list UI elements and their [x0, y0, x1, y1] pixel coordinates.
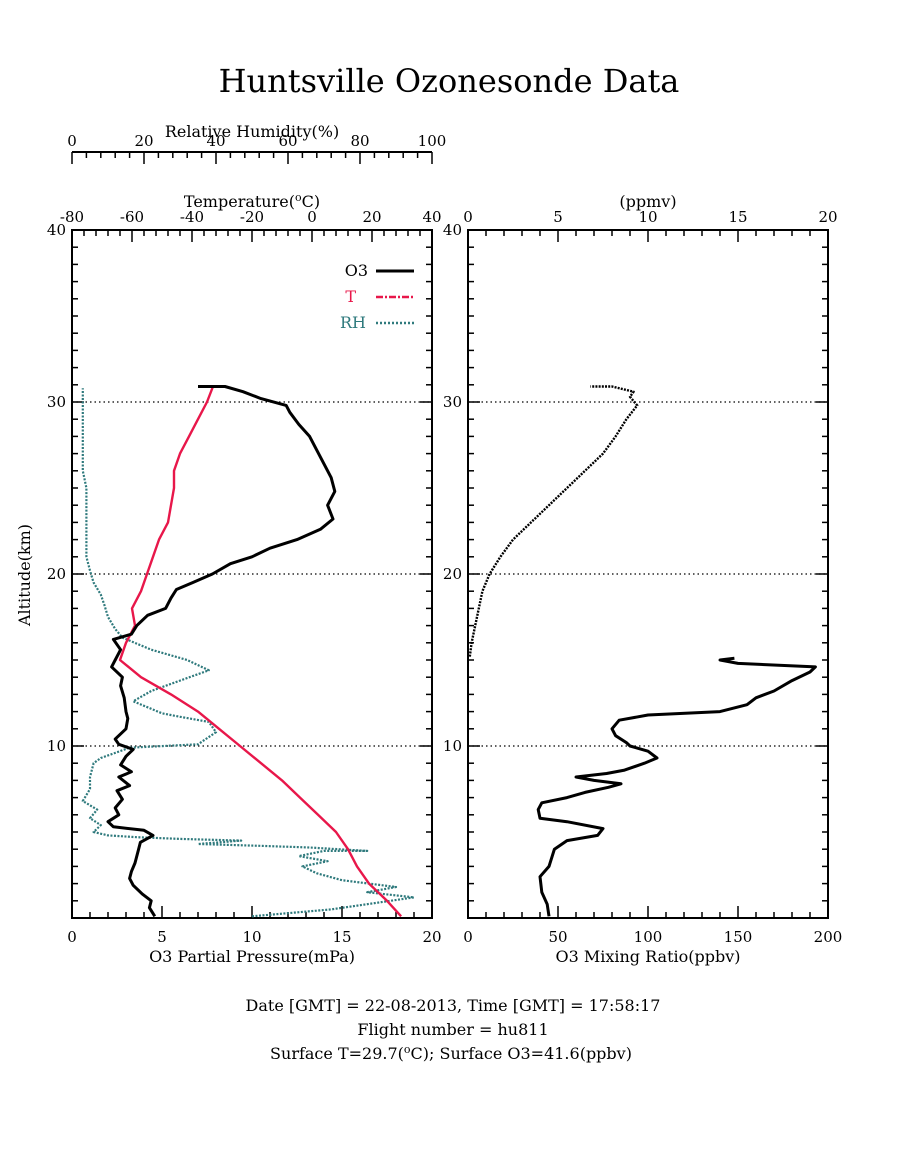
ppmv-axis-label: (ppmv) [619, 192, 676, 211]
temperature-axis-tick-label: 0 [307, 208, 317, 226]
temperature-axis-tick-label: -80 [60, 208, 84, 226]
rh-axis-tick-label: 20 [134, 132, 153, 150]
temperature-axis-tick-label: 40 [422, 208, 441, 226]
o3-mixing-ratio-ppmv-line [468, 385, 639, 657]
o3-partial-pressure-axis-label: O3 Partial Pressure(mPa) [149, 947, 355, 966]
temperature-axis-tick-label: -40 [180, 208, 204, 226]
rh-profile-line [81, 388, 416, 918]
altitude-tick-label: 30 [443, 393, 462, 411]
altitude-tick-label: 10 [47, 737, 66, 755]
rh-axis-tick-label: 100 [418, 132, 447, 150]
o3-pressure-axis-tick-label: 20 [422, 928, 441, 946]
altitude-axis-label: Altitude(km) [15, 524, 34, 627]
ppbv-axis-tick-label: 50 [548, 928, 567, 946]
altitude-tick-label: 40 [443, 221, 462, 239]
left-series [81, 385, 416, 918]
footer: Date [GMT] = 22-08-2013, Time [GMT] = 17… [246, 996, 661, 1063]
o3-partial-pressure-line [106, 385, 337, 918]
rh-axis-tick-label: 0 [67, 132, 77, 150]
ppbv-axis-tick-label: 100 [634, 928, 663, 946]
ppmv-axis-tick-label: 0 [463, 208, 473, 226]
rh-axis-ticks: 0 20 40 60 80 100 [67, 132, 446, 164]
o3-mixing-ratio-axis-label: O3 Mixing Ratio(ppbv) [555, 947, 740, 966]
temperature-axis-tick-label: -60 [120, 208, 144, 226]
chart-title: Huntsville Ozonesonde Data [219, 62, 680, 100]
legend-rh-label: RH [340, 313, 366, 332]
rh-axis-tick-label: 60 [278, 132, 297, 150]
ppmv-axis-tick-label: 20 [818, 208, 837, 226]
temperature-axis-tick-label: 20 [362, 208, 381, 226]
ppmv-axis-tick-label: 10 [638, 208, 657, 226]
ppmv-axis-tick-label: 15 [728, 208, 747, 226]
o3-pressure-axis-tick-label: 10 [242, 928, 261, 946]
altitude-tick-label: 40 [47, 221, 66, 239]
o3-mixing-ratio-ppbv-line [536, 656, 817, 917]
rh-axis-tick-label: 80 [350, 132, 369, 150]
altitude-tick-label: 20 [443, 565, 462, 583]
legend-o3-label: O3 [345, 261, 368, 280]
o3-pressure-axis-tick-label: 15 [332, 928, 351, 946]
right-series [468, 385, 817, 917]
temperature-axis-label: Temperature(oC) [184, 191, 320, 211]
footer-date-time: Date [GMT] = 22-08-2013, Time [GMT] = 17… [246, 996, 661, 1015]
legend-t-label: T [345, 287, 356, 306]
altitude-tick-label: 20 [47, 565, 66, 583]
right-gridlines [468, 401, 828, 747]
o3-pressure-axis-tick-label: 5 [157, 928, 167, 946]
ppmv-axis-tick-label: 5 [553, 208, 563, 226]
o3-pressure-axis-tick-label: 0 [67, 928, 77, 946]
ppbv-axis-tick-label: 150 [724, 928, 753, 946]
left-gridlines [72, 401, 432, 747]
ppbv-axis-tick-label: 0 [463, 928, 473, 946]
altitude-tick-label: 30 [47, 393, 66, 411]
temperature-profile-line [118, 386, 402, 918]
rh-axis-tick-label: 40 [206, 132, 225, 150]
temperature-axis-tick-label: -20 [240, 208, 264, 226]
left-axis-ticks: -80 -60 -40 -20 0 20 40 0 5 10 15 20 10 20 30 40 [47, 208, 442, 946]
ppbv-axis-tick-label: 200 [814, 928, 843, 946]
legend: O3 T RH [340, 261, 414, 332]
altitude-tick-label: 10 [443, 737, 462, 755]
left-panel: 0 20 40 60 80 100 Relative Humidity(%) Temper… [15, 122, 446, 966]
footer-flight-number: Flight number = hu811 [357, 1020, 548, 1039]
rh-axis-label: Relative Humidity(%) [165, 122, 339, 141]
footer-surface-values: Surface T=29.7(oC); Surface O3=41.6(ppbv… [270, 1043, 632, 1063]
